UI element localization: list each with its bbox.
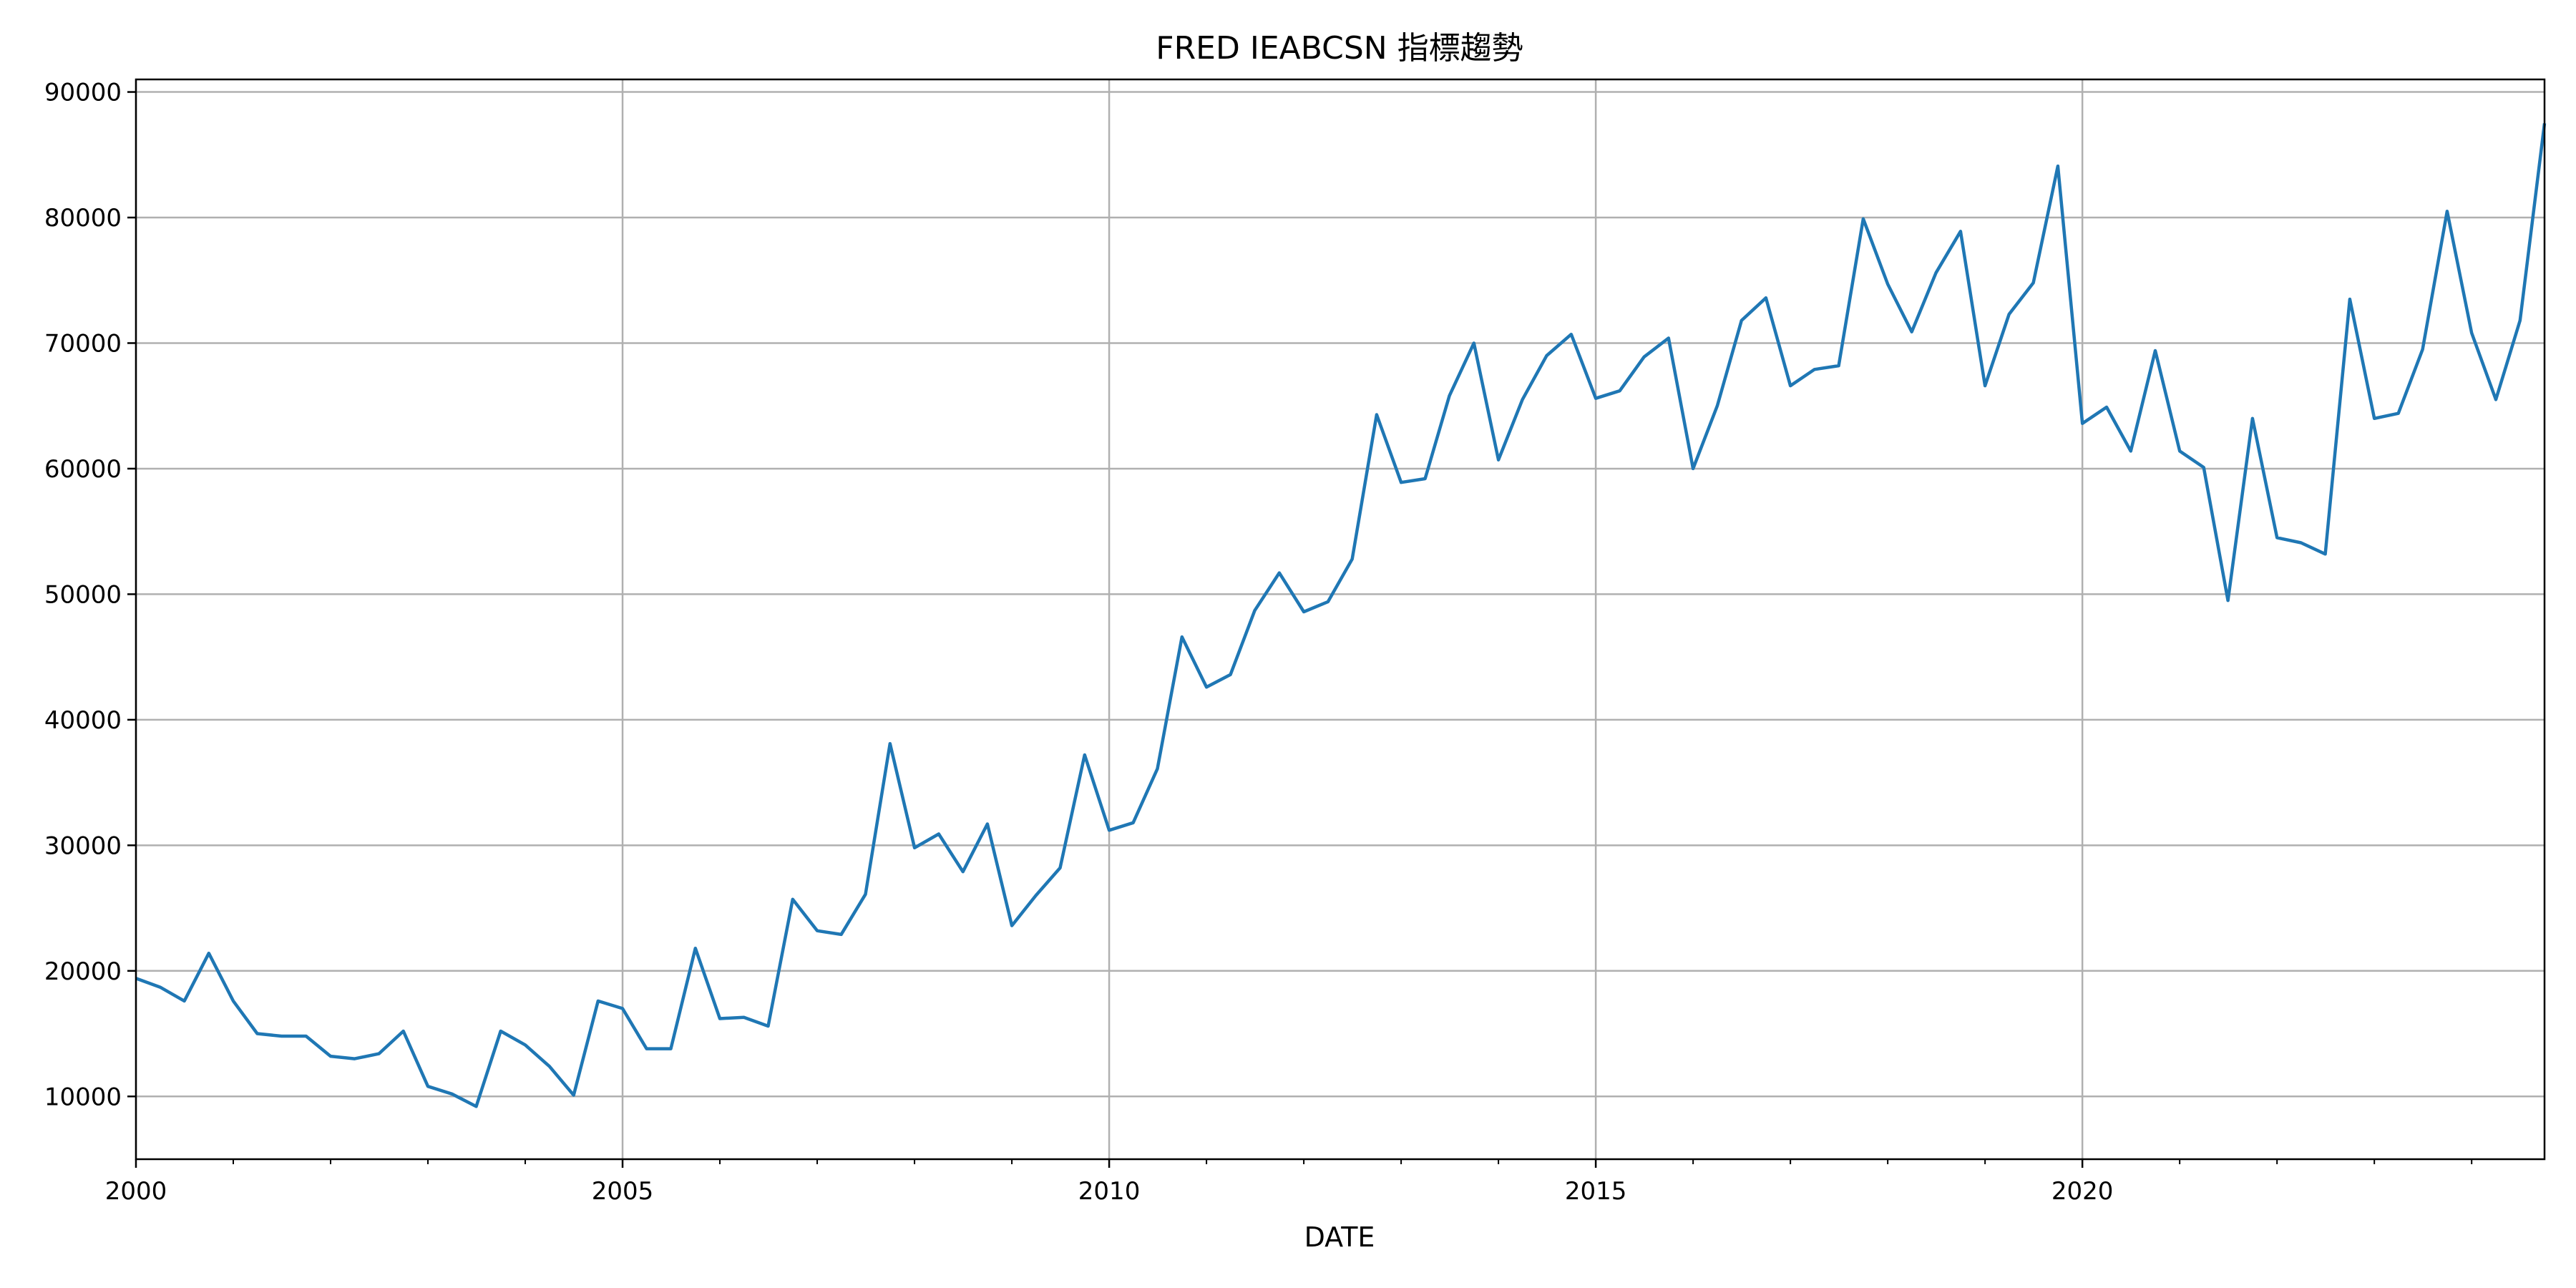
plot-frame [135,78,2546,1161]
x-axis-title: DATE [1304,1221,1375,1253]
series-line [135,123,2547,1108]
y-tick-label: 20000 [44,957,122,986]
y-tick-label: 60000 [44,455,122,484]
y-tick-label: 90000 [44,79,122,107]
y-tick-label: 40000 [44,706,122,735]
x-tick-label: 2005 [592,1177,654,1206]
grid-lines [135,79,2545,1159]
y-tick-label: 50000 [44,580,122,609]
chart-title: FRED IEABCSN 指標趨勢 [1156,30,1523,67]
axis-ticks: 10000 20000 30000 40000 50000 60000 70000 80000… [44,79,2473,1206]
y-tick-label: 30000 [44,831,122,860]
x-tick-label: 2010 [1078,1177,1141,1206]
x-tick-label: 2020 [2051,1177,2114,1206]
series-layer [135,123,2547,1108]
x-tick-label: 2015 [1565,1177,1627,1206]
y-tick-label: 80000 [44,204,122,233]
y-tick-label: 70000 [44,329,122,358]
y-tick-label: 10000 [44,1083,122,1111]
x-tick-label: 2000 [105,1177,167,1206]
